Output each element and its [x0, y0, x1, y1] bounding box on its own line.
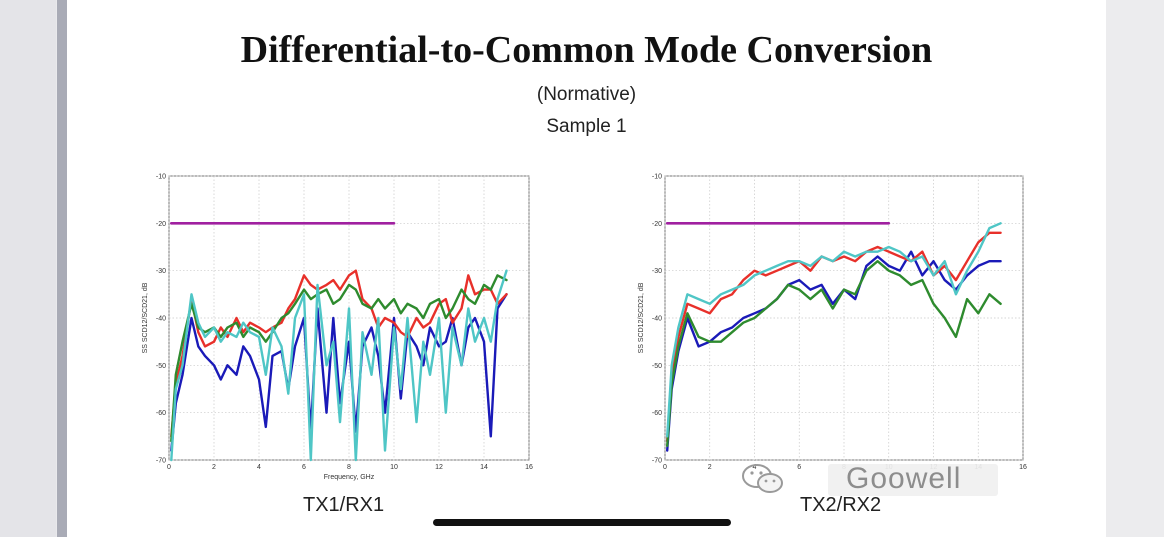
slide-subtitle: (Normative)	[536, 84, 637, 105]
y-axis-label: SS SCD12/SCD21, dB	[638, 282, 645, 353]
x-tick-label: 4	[257, 464, 261, 471]
x-tick-label: 12	[435, 464, 443, 471]
y-tick-label: -20	[156, 221, 166, 228]
watermark-text: Goowell	[846, 462, 962, 495]
home-indicator[interactable]	[433, 519, 731, 526]
x-tick-label: 2	[212, 464, 216, 471]
wechat-icon	[742, 464, 783, 493]
chart-caption-tx2-rx2: TX2/RX2	[800, 494, 882, 516]
x-tick-label: 16	[1019, 464, 1027, 471]
x-tick-label: 6	[302, 464, 306, 471]
y-tick-label: -40	[156, 316, 166, 323]
left-margin	[0, 0, 56, 537]
x-tick-label: 10	[390, 464, 398, 471]
x-tick-label: 4	[753, 464, 757, 471]
y-tick-label: -70	[652, 458, 662, 465]
watermark-background	[828, 464, 998, 496]
x-axis-label: Frequency, GHz	[324, 474, 375, 481]
y-tick-label: -70	[156, 458, 166, 465]
y-tick-label: -10	[156, 174, 166, 181]
x-tick-label: 2	[708, 464, 712, 471]
charts-canvas: 0 2 4 6 8 10 12 14 16 -10 -20 -30 -40 -50 -60 -70 Freque…	[142, 174, 1027, 482]
y-tick-label: -60	[156, 410, 166, 417]
series-green-line	[170, 274, 508, 443]
y-axis-label: SS SCD12/SCD21, dB	[142, 282, 149, 353]
y-tick-label: -50	[652, 363, 662, 370]
left-divider	[57, 0, 67, 537]
series-blue-line	[170, 293, 508, 452]
series-cyan-line	[170, 269, 508, 462]
x-tick-label: 14	[480, 464, 488, 471]
x-tick-label: 0	[663, 464, 667, 471]
x-tick-label: 8	[347, 464, 351, 471]
y-tick-label: -20	[652, 221, 662, 228]
sample-label: Sample 1	[546, 116, 627, 137]
series-green-line	[666, 260, 1002, 447]
series-cyan-line	[666, 222, 1002, 438]
x-tick-label: 6	[797, 464, 801, 471]
y-tick-label: -40	[652, 316, 662, 323]
y-tick-label: -30	[652, 268, 662, 275]
watermark: Goowell	[738, 458, 1056, 502]
y-tick-label: -60	[652, 410, 662, 417]
y-tick-label: -30	[156, 268, 166, 275]
slide-title: Differential-to-Common Mode Conversion	[240, 29, 933, 71]
x-tick-label: 16	[525, 464, 533, 471]
chart-1: 0 2 4 6 8 10 12 14 16 -10 -20 -30 -40 -50 -60 -70 Freque…	[142, 174, 533, 482]
x-tick-label: 0	[167, 464, 171, 471]
y-tick-label: -50	[156, 363, 166, 370]
slide: Differential-to-Common Mode Conversion (…	[67, 0, 1106, 537]
right-margin	[1106, 0, 1164, 537]
y-tick-label: -10	[652, 174, 662, 181]
chart-caption-tx1-rx1: TX1/RX1	[303, 494, 385, 516]
series-blue-line	[666, 250, 1002, 452]
